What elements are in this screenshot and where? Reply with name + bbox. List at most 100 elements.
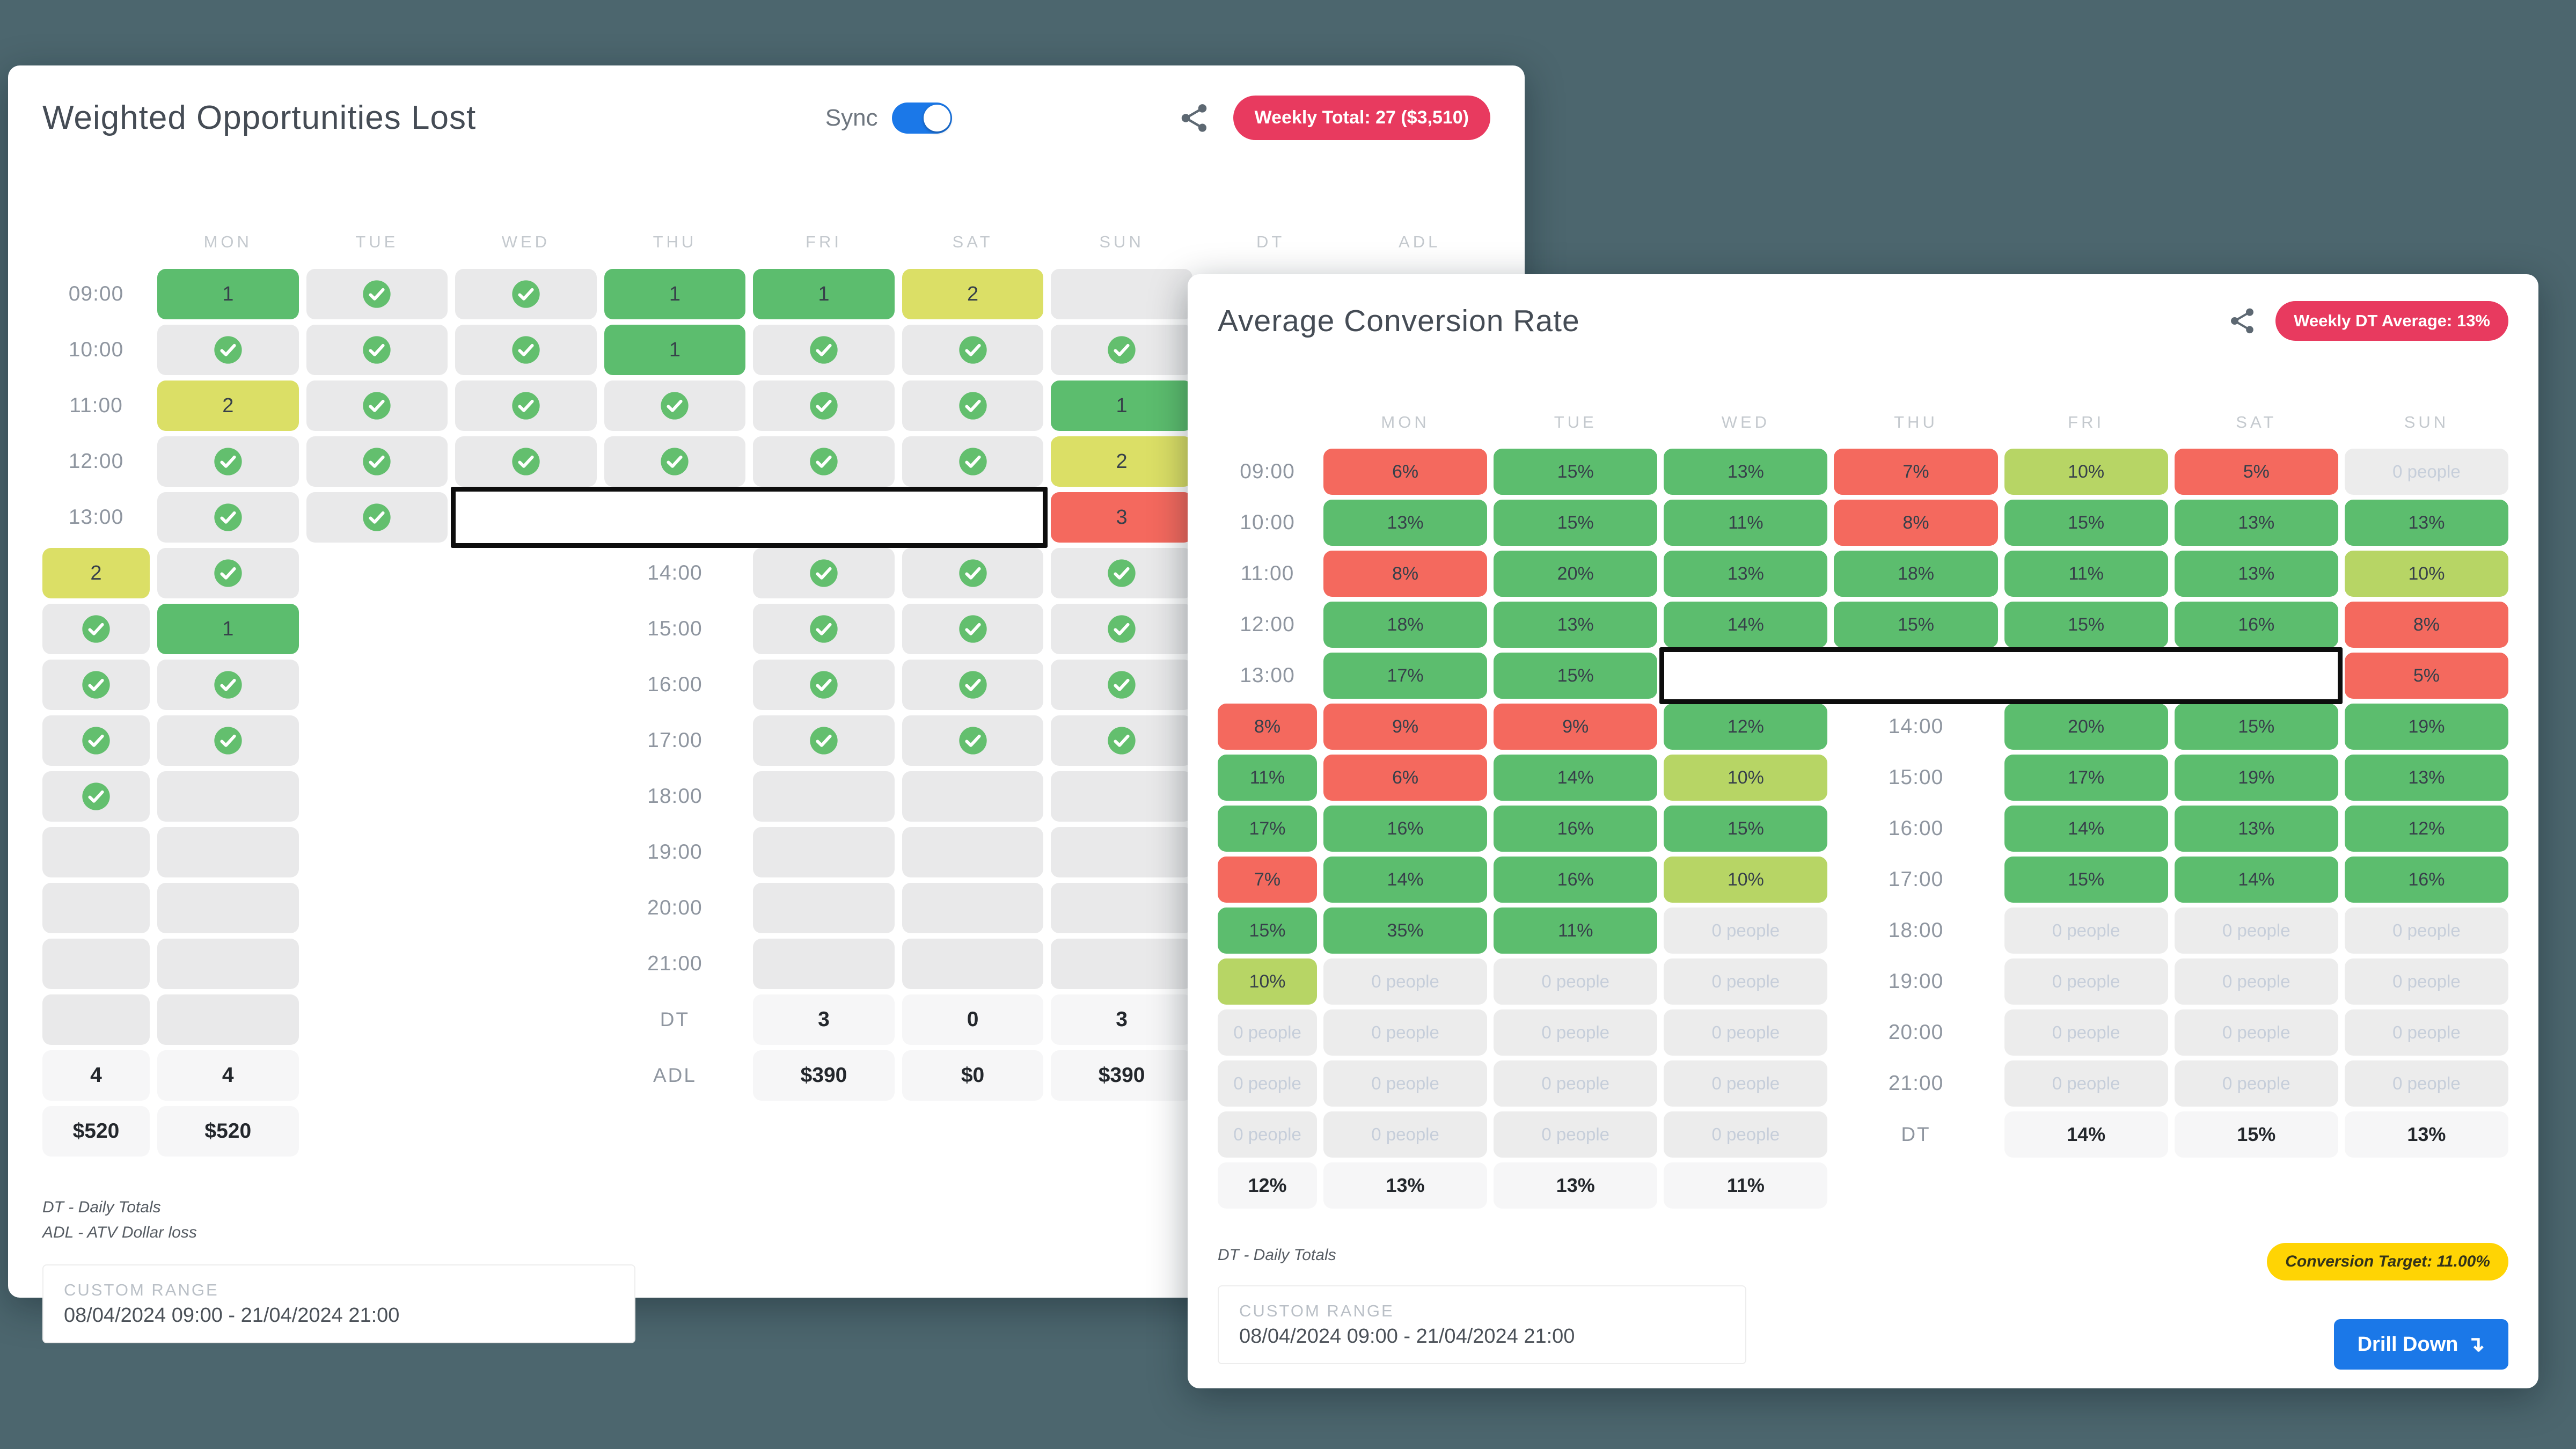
ok-cell[interactable] [604, 436, 746, 487]
value-cell[interactable]: 16% [1323, 806, 1488, 852]
value-cell[interactable]: 1 [604, 269, 746, 319]
value-cell[interactable]: 1 [604, 325, 746, 375]
value-cell[interactable]: 16% [2344, 857, 2508, 903]
value-cell[interactable]: 11% [1664, 500, 1828, 546]
share-icon[interactable] [1177, 101, 1211, 135]
value-cell[interactable]: 17% [1323, 653, 1488, 699]
drill-down-button[interactable]: Drill Down ↴ [2333, 1319, 2508, 1370]
value-cell[interactable]: 8% [2344, 602, 2508, 648]
value-cell[interactable]: 15% [1834, 602, 1998, 648]
value-cell[interactable]: 2 [157, 380, 299, 431]
ok-cell[interactable] [902, 325, 1044, 375]
value-cell[interactable]: 12% [1664, 704, 1828, 750]
value-cell[interactable]: 10% [1664, 857, 1828, 903]
ok-cell[interactable] [157, 660, 299, 710]
value-cell[interactable]: 14% [2174, 857, 2338, 903]
value-cell[interactable]: 8% [1218, 704, 1317, 750]
ok-cell[interactable] [42, 771, 150, 822]
value-cell[interactable]: 13% [2344, 500, 2508, 546]
ok-cell[interactable] [306, 269, 448, 319]
ok-cell[interactable] [902, 380, 1044, 431]
value-cell[interactable]: 14% [2004, 806, 2168, 852]
share-icon[interactable] [2227, 306, 2257, 336]
value-cell[interactable]: 13% [2174, 806, 2338, 852]
value-cell[interactable]: 8% [1834, 500, 1998, 546]
ok-cell[interactable] [902, 660, 1044, 710]
ok-cell[interactable] [753, 548, 895, 598]
ok-cell[interactable] [1051, 660, 1192, 710]
value-cell[interactable]: 7% [1834, 449, 1998, 495]
ok-cell[interactable] [306, 325, 448, 375]
value-cell[interactable]: 13% [2174, 551, 2338, 597]
value-cell[interactable]: 15% [2004, 602, 2168, 648]
value-cell[interactable]: 2 [1051, 436, 1192, 487]
value-cell[interactable]: 13% [1664, 449, 1828, 495]
value-cell[interactable]: 1 [1051, 380, 1192, 431]
value-cell[interactable]: 20% [1494, 551, 1658, 597]
ok-cell[interactable] [1051, 715, 1192, 766]
custom-range-picker[interactable]: CUSTOM RANGE 08/04/2024 09:00 - 21/04/20… [1218, 1285, 1746, 1364]
value-cell[interactable]: 17% [2004, 755, 2168, 801]
ok-cell[interactable] [42, 715, 150, 766]
ok-cell[interactable] [753, 380, 895, 431]
value-cell[interactable]: 6% [1323, 449, 1488, 495]
ok-cell[interactable] [157, 548, 299, 598]
value-cell[interactable]: 14% [1664, 602, 1828, 648]
value-cell[interactable]: 13% [1494, 602, 1658, 648]
value-cell[interactable]: 1 [157, 269, 299, 319]
ok-cell[interactable] [604, 380, 746, 431]
value-cell[interactable]: 1 [157, 604, 299, 654]
value-cell[interactable]: 11% [2004, 551, 2168, 597]
value-cell[interactable]: 14% [1323, 857, 1488, 903]
value-cell[interactable]: 7% [1218, 857, 1317, 903]
ok-cell[interactable] [902, 715, 1044, 766]
sync-toggle[interactable] [891, 102, 952, 134]
value-cell[interactable]: 6% [1323, 755, 1488, 801]
ok-cell[interactable] [753, 325, 895, 375]
ok-cell[interactable] [1051, 604, 1192, 654]
value-cell[interactable]: 18% [1323, 602, 1488, 648]
ok-cell[interactable] [157, 436, 299, 487]
ok-cell[interactable] [157, 492, 299, 543]
value-cell[interactable]: 35% [1323, 908, 1488, 954]
value-cell[interactable]: 10% [1664, 755, 1828, 801]
value-cell[interactable]: 3 [1051, 492, 1192, 543]
value-cell[interactable]: 10% [2004, 449, 2168, 495]
value-cell[interactable]: 20% [2004, 704, 2168, 750]
value-cell[interactable]: 19% [2174, 755, 2338, 801]
ok-cell[interactable] [1051, 325, 1192, 375]
ok-cell[interactable] [902, 436, 1044, 487]
ok-cell[interactable] [306, 380, 448, 431]
value-cell[interactable]: 5% [2174, 449, 2338, 495]
value-cell[interactable]: 16% [2174, 602, 2338, 648]
value-cell[interactable]: 13% [2344, 755, 2508, 801]
ok-cell[interactable] [1051, 548, 1192, 598]
value-cell[interactable]: 11% [1494, 908, 1658, 954]
value-cell[interactable]: 12% [2344, 806, 2508, 852]
ok-cell[interactable] [753, 715, 895, 766]
value-cell[interactable]: 15% [1664, 806, 1828, 852]
value-cell[interactable]: 9% [1323, 704, 1488, 750]
value-cell[interactable]: 11% [1218, 755, 1317, 801]
value-cell[interactable]: 15% [2004, 500, 2168, 546]
value-cell[interactable]: 15% [2174, 704, 2338, 750]
ok-cell[interactable] [157, 325, 299, 375]
custom-range-picker[interactable]: CUSTOM RANGE 08/04/2024 09:00 - 21/04/20… [42, 1264, 635, 1343]
value-cell[interactable]: 5% [2344, 653, 2508, 699]
value-cell[interactable]: 15% [2004, 857, 2168, 903]
value-cell[interactable]: 13% [2174, 500, 2338, 546]
value-cell[interactable]: 10% [1218, 958, 1317, 1005]
ok-cell[interactable] [902, 604, 1044, 654]
ok-cell[interactable] [753, 660, 895, 710]
ok-cell[interactable] [753, 436, 895, 487]
value-cell[interactable]: 9% [1494, 704, 1658, 750]
value-cell[interactable]: 15% [1494, 653, 1658, 699]
value-cell[interactable]: 14% [1494, 755, 1658, 801]
value-cell[interactable]: 15% [1218, 908, 1317, 954]
value-cell[interactable]: 2 [42, 548, 150, 598]
ok-cell[interactable] [455, 380, 597, 431]
value-cell[interactable]: 10% [2344, 551, 2508, 597]
ok-cell[interactable] [157, 715, 299, 766]
value-cell[interactable]: 13% [1323, 500, 1488, 546]
value-cell[interactable]: 2 [902, 269, 1044, 319]
